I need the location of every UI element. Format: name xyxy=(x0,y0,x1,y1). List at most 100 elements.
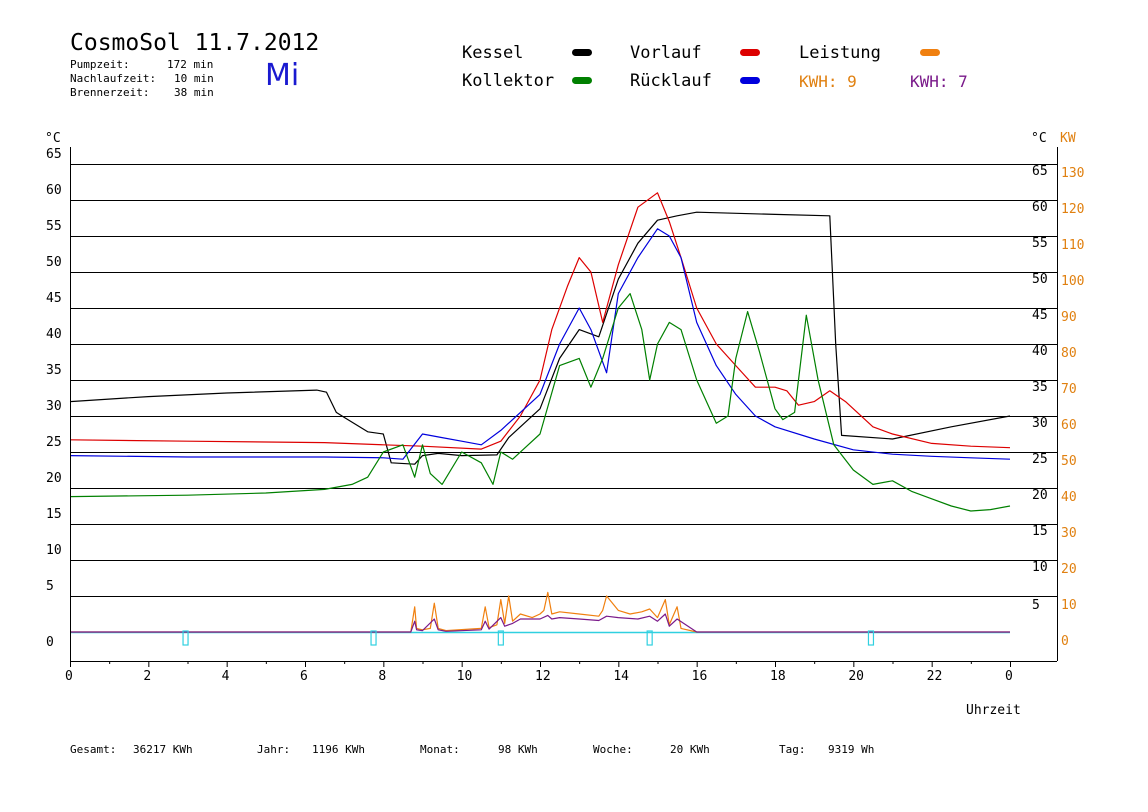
footer-value-woche: 20 KWh xyxy=(670,743,710,756)
y-tick-label-right: 5 xyxy=(1032,598,1040,613)
y-tick-label-left: 0 xyxy=(46,635,54,650)
pump-markers xyxy=(182,630,875,646)
stat-value-brennerzeit: 38 min xyxy=(174,86,214,99)
y-tick-label-left: 35 xyxy=(46,363,62,378)
y-tick-label-right: 65 xyxy=(1032,164,1048,179)
x-tick-label: 16 xyxy=(692,669,708,684)
y-tick-label-right: 40 xyxy=(1032,344,1048,359)
x-tick-label: 12 xyxy=(535,669,551,684)
y-axis-label-right: °C xyxy=(1031,131,1047,146)
series-line-leistung xyxy=(70,591,1010,633)
y-tick-label-power: 80 xyxy=(1061,346,1077,361)
y-tick-label-left: 5 xyxy=(46,579,54,594)
pump-marker xyxy=(370,630,377,646)
y-tick-label-right: 30 xyxy=(1032,416,1048,431)
footer-value-gesamt: 36217 KWh xyxy=(133,743,193,756)
y-tick-label-power: 90 xyxy=(1061,310,1077,325)
chart-labels: 0 2 4 6 8 10 12 14 16 18 20 22 0 0 5 10 15 20 25 30 35 40 45 50… xyxy=(45,131,1084,718)
legend-swatch-kollektor xyxy=(572,77,592,84)
y-tick-label-power: 120 xyxy=(1061,202,1084,217)
footer-value-jahr: 1196 KWh xyxy=(312,743,365,756)
legend-swatch-kessel xyxy=(572,49,592,56)
footer-label-woche: Woche: xyxy=(593,743,633,756)
y-tick-label-right: 60 xyxy=(1032,200,1048,215)
footer-value-tag: 9319 Wh xyxy=(828,743,875,756)
pump-marker xyxy=(646,630,653,646)
y-tick-label-right: 35 xyxy=(1032,380,1048,395)
stat-label-brennerzeit: Brennerzeit: xyxy=(70,86,150,99)
y-tick-label-power: 100 xyxy=(1061,274,1084,289)
stat-value-nachlaufzeit: 10 min xyxy=(174,72,214,85)
legend-label-vorlauf: Vorlauf xyxy=(630,43,702,63)
y-tick-label-left: 40 xyxy=(46,327,62,342)
y-tick-label-left: 50 xyxy=(46,255,62,270)
y-tick-label-power: 30 xyxy=(1061,526,1077,541)
x-tick-label: 18 xyxy=(770,669,786,684)
y-tick-label-left: 60 xyxy=(46,183,62,198)
y-tick-label-power: 10 xyxy=(1061,598,1077,613)
footer-label-monat: Monat: xyxy=(420,743,460,756)
pump-marker xyxy=(497,630,504,646)
y-tick-label-left: 45 xyxy=(46,291,62,306)
x-tick-label: 0 xyxy=(1005,669,1013,684)
legend-label-kessel: Kessel xyxy=(462,43,524,63)
chart-grid xyxy=(70,164,1057,597)
legend-swatch-vorlauf xyxy=(740,49,760,56)
chart-series xyxy=(69,192,1011,634)
y-tick-label-left: 10 xyxy=(46,543,62,558)
stat-label-pumpzeit: Pumpzeit: xyxy=(70,58,130,71)
y-tick-label-left: 25 xyxy=(46,435,62,450)
stat-label-nachlaufzeit: Nachlaufzeit: xyxy=(70,72,157,85)
y-tick-label-right: 20 xyxy=(1032,488,1048,503)
legend-label-kollektor: Kollektor xyxy=(462,71,555,91)
x-tick-label: 22 xyxy=(927,669,943,684)
y-axis-label-power: KW xyxy=(1060,131,1076,146)
series-line-kessel xyxy=(69,211,1011,465)
y-tick-label-power: 20 xyxy=(1061,562,1077,577)
series-line-rcklauf xyxy=(69,228,1011,460)
y-tick-label-right: 10 xyxy=(1032,560,1048,575)
y-tick-label-power: 60 xyxy=(1061,418,1077,433)
stat-value-pumpzeit: 172 min xyxy=(167,58,214,71)
chart-title: CosmoSol 11.7.2012 xyxy=(70,30,320,56)
y-tick-label-power: 130 xyxy=(1061,166,1084,181)
y-tick-label-left: 65 xyxy=(46,147,62,162)
y-tick-label-right: 50 xyxy=(1032,272,1048,287)
footer-value-monat: 98 KWh xyxy=(498,743,538,756)
pump-marker xyxy=(867,630,875,646)
x-tick-label: 0 xyxy=(65,669,73,684)
legend-label-ruecklauf: Rücklauf xyxy=(630,71,712,91)
y-tick-label-right: 55 xyxy=(1032,236,1048,251)
x-tick-label: 2 xyxy=(143,669,151,684)
series-line-kollektor xyxy=(69,293,1011,512)
pump-marker xyxy=(182,630,189,646)
x-tick-label: 14 xyxy=(613,669,629,684)
kwh-orange-label: KWH: 9 xyxy=(799,72,857,91)
y-tick-label-left: 15 xyxy=(46,507,62,522)
y-tick-label-left: 55 xyxy=(46,219,62,234)
y-tick-label-power: 110 xyxy=(1061,238,1084,253)
x-tick-label: 8 xyxy=(378,669,386,684)
y-tick-label-power: 70 xyxy=(1061,382,1077,397)
legend-label-leistung: Leistung xyxy=(799,43,881,63)
y-tick-label-left: 20 xyxy=(46,471,62,486)
y-tick-label-right: 45 xyxy=(1032,308,1048,323)
legend-swatch-leistung xyxy=(920,49,940,56)
y-tick-label-right: 15 xyxy=(1032,524,1048,539)
weekday-label: Mi xyxy=(265,58,300,93)
x-tick-label: 4 xyxy=(222,669,230,684)
x-tick-label: 20 xyxy=(848,669,864,684)
series-line-kwh xyxy=(70,613,1010,633)
kwh-purple-label: KWH: 7 xyxy=(910,72,968,91)
legend-swatch-ruecklauf xyxy=(740,77,760,84)
series-line-vorlauf xyxy=(69,192,1011,450)
x-tick-label: 6 xyxy=(300,669,308,684)
y-tick-label-power: 40 xyxy=(1061,490,1077,505)
footer-label-jahr: Jahr: xyxy=(257,743,291,756)
x-tick-label: 10 xyxy=(457,669,473,684)
x-axis-label: Uhrzeit xyxy=(966,703,1021,718)
chart-axes xyxy=(70,147,1058,667)
footer-label-gesamt: Gesamt: xyxy=(70,743,117,756)
y-axis-label-left: °C xyxy=(45,131,61,146)
